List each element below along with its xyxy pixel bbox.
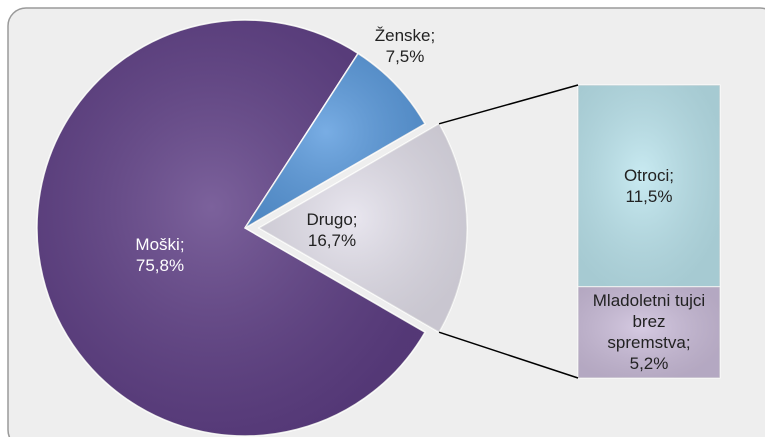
separator: ; xyxy=(430,26,436,45)
category-label: Mladoletni tujci brez spremstva xyxy=(592,291,706,353)
value-label: 16,7% xyxy=(307,231,357,250)
separator: ; xyxy=(352,210,358,229)
data-label: Drugo; 16,7% xyxy=(282,209,382,251)
data-label: Moški; 75,8% xyxy=(100,234,220,276)
separator: ; xyxy=(685,333,691,353)
slice-shade xyxy=(259,123,467,333)
category-label: Drugo xyxy=(306,210,353,229)
segment-shade xyxy=(578,85,720,287)
category-label: Otroci xyxy=(623,165,670,185)
value-label: 7,5% xyxy=(385,47,425,66)
segment-shade xyxy=(578,286,720,378)
category-label: Moški xyxy=(135,235,180,254)
data-label: Mladoletni tujci brez spremstva; 5,2% xyxy=(589,290,709,374)
slice-shade xyxy=(36,19,426,437)
category-label: Ženske xyxy=(374,26,431,45)
slice-shade xyxy=(245,53,426,228)
connector xyxy=(438,84,579,125)
separator: ; xyxy=(179,235,185,254)
value-label: 11,5% xyxy=(625,186,673,206)
value-label: 75,8% xyxy=(135,256,185,275)
separator: ; xyxy=(669,165,675,185)
connector xyxy=(438,331,579,379)
data-label: Ženske; 7,5% xyxy=(345,25,465,67)
value-label: 5,2% xyxy=(629,354,669,374)
data-label: Otroci; 11,5% xyxy=(589,165,709,207)
